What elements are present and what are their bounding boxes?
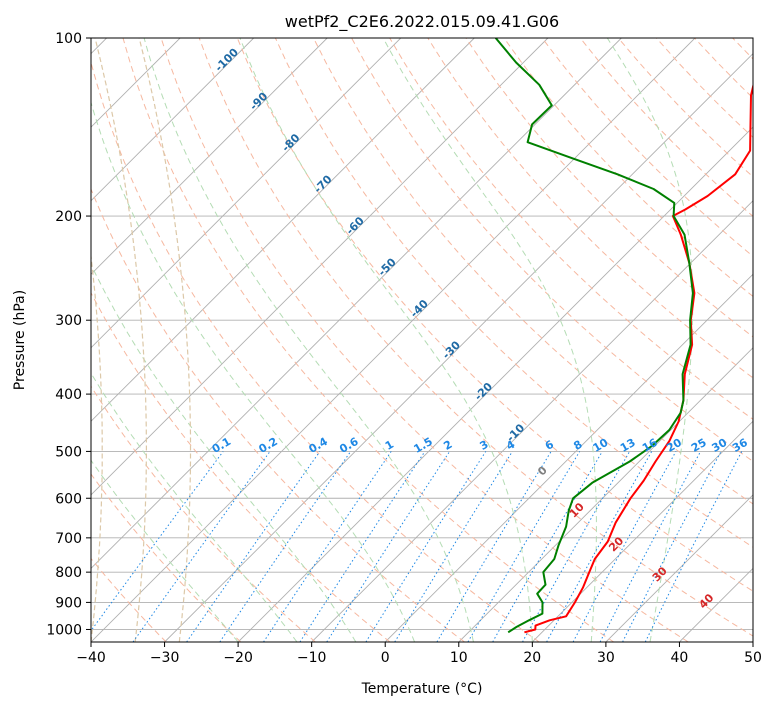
x-tick-label: 20 [523,650,541,666]
x-tick-label: 0 [381,650,390,666]
moist-adiabat-line [240,38,532,642]
mixing-ratio-label: 0.2 [257,435,280,456]
mixing-ratio-line [623,451,722,642]
y-tick-label: 700 [55,531,82,547]
plot-frame [91,38,753,642]
mixing-ratio-line [366,451,486,642]
dry-adiabat-line [9,38,390,642]
dry-adiabat-line [0,38,241,642]
y-tick-label: 300 [55,313,82,329]
mixing-ratio-label: 8 [571,438,584,453]
isotherm-label: -100 [212,45,241,74]
isotherm-line [165,38,769,642]
wet-bulb-label: 0 [535,464,550,479]
y-tick-label: 200 [55,209,82,225]
wet-bulb-line [139,38,190,642]
moist-adiabat-line [75,38,414,642]
dry-adiabat-line [85,38,539,642]
y-tick-label: 500 [55,444,82,460]
y-tick-label: 800 [55,565,82,581]
isotherm-label: -20 [472,380,495,403]
mixing-ratio-label: 6 [543,438,556,453]
mixing-ratio-line [645,451,742,642]
isotherm-label: -30 [440,338,463,361]
dry-adiabat-line [656,38,775,642]
isotherm-line [385,38,775,642]
isotherm-label: -50 [376,255,399,278]
background-lines [0,38,775,642]
dry-adiabat-line [390,38,775,642]
mixing-ratio-line [437,451,551,642]
mixing-ratio-label: 36 [730,436,750,455]
y-axis-label: Pressure (hPa) [12,290,28,390]
series-layer [496,38,759,632]
isotherm-line [91,38,695,642]
x-tick-label: 40 [670,650,688,666]
isotherm-line [312,38,775,642]
y-tick-label: 100 [55,31,82,47]
mixing-ratio-label: 0.4 [306,435,330,456]
x-tick-label: −20 [223,650,253,666]
x-tick-label: 10 [450,650,468,666]
dry-adiabat-line [695,38,775,642]
y-tick-label: 400 [55,387,82,403]
x-tick-label: 50 [744,650,762,666]
x-tick-label: −30 [150,650,180,666]
wet-bulb-line [51,38,102,642]
dewpoint-line [496,38,693,632]
x-axis-label: Temperature (°C) [361,681,483,697]
x-tick-label: −40 [76,650,106,666]
dry-adiabat-line [733,38,775,642]
dry-adiabat-line [275,38,775,642]
dry-adiabat-line [352,38,775,642]
mixing-ratio-line [573,451,676,642]
mixing-ratio-label: 1.5 [411,435,434,456]
isotherm-label: -40 [408,297,431,320]
dry-adiabat-line [466,38,775,642]
isotherm-label: -90 [247,90,270,113]
mixing-ratio-line [220,451,351,642]
dry-adiabat-line [771,38,775,642]
dry-adiabat-line [0,38,315,642]
mixing-ratio-label: 13 [618,436,638,455]
mixing-ratio-label: 10 [591,436,611,455]
moist-adiabat-line [0,38,297,642]
moist-adiabat-line [23,38,356,642]
isotherm-line [0,38,254,642]
chart-title: wetPf2_C2E6.2022.015.09.41.G06 [285,12,559,32]
y-tick-label: 600 [55,491,82,507]
mixing-ratio-label: 25 [689,436,709,455]
isotherm-label: -70 [311,172,334,195]
dry-adiabat-line [237,38,775,642]
dry-adiabat-line [161,38,688,642]
mixing-ratio-label: 0.6 [337,435,361,456]
moist-adiabat-line [0,38,238,642]
mixing-ratio-line [83,451,223,642]
mixing-ratio-label: 0.1 [210,435,233,456]
mixing-ratio-label: 2 [441,438,454,453]
isotherm-line [679,38,775,642]
dry-adiabat-line [504,38,775,642]
y-tick-label: 1000 [46,623,82,639]
wet-bulb-line [95,38,146,642]
x-tick-label: 30 [597,650,615,666]
moist-adiabat-line [144,38,473,642]
y-tick-label: 900 [55,595,82,611]
isotherm-label: -80 [279,131,302,154]
isotherm-line [0,38,548,642]
isotherm-line [0,38,401,642]
mixing-ratio-label: 30 [709,436,729,455]
isotherm-line [753,38,775,642]
isotherm-line [238,38,775,642]
x-tick-label: −10 [297,650,327,666]
